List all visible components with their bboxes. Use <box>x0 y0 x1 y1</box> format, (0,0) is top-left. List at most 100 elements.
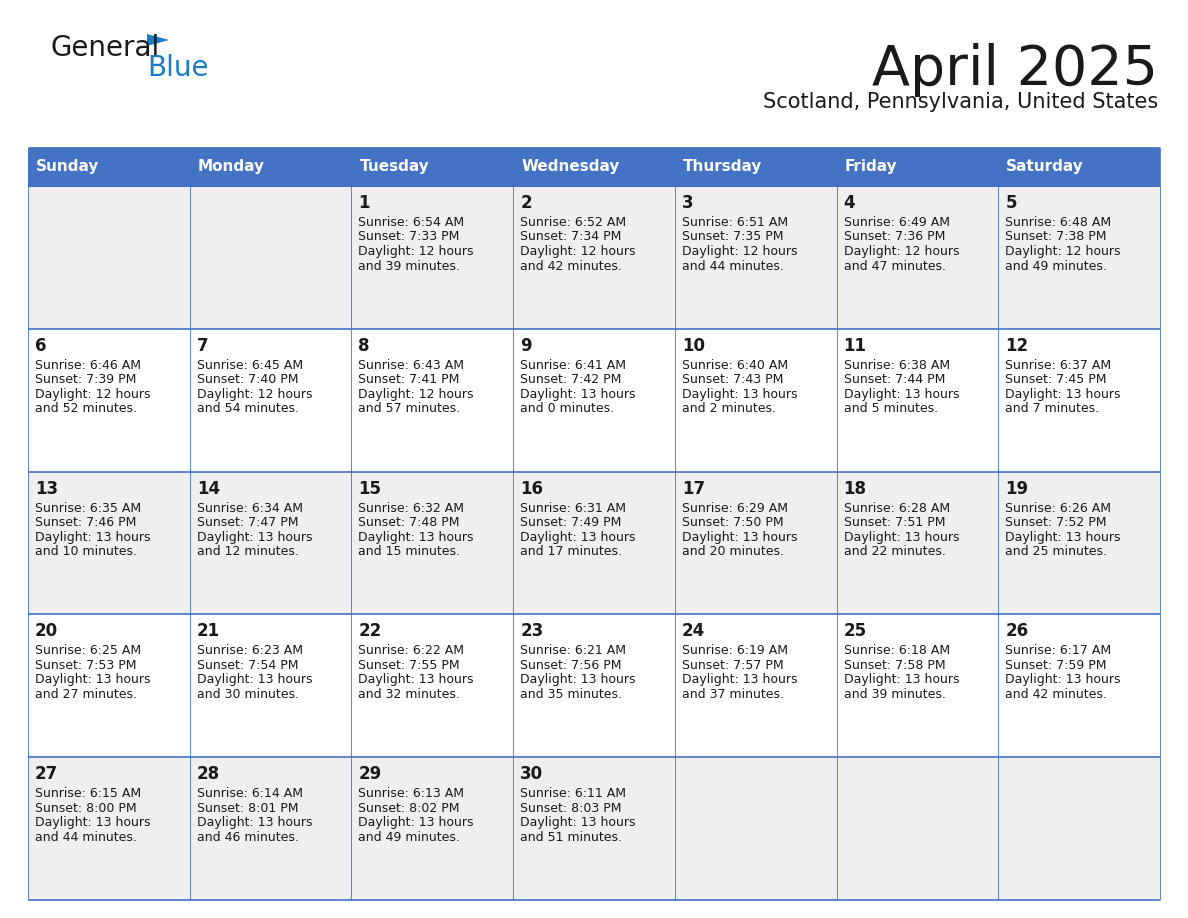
Text: 13: 13 <box>34 479 58 498</box>
Text: Sunrise: 6:51 AM: Sunrise: 6:51 AM <box>682 216 788 229</box>
Text: 6: 6 <box>34 337 46 354</box>
Text: and 52 minutes.: and 52 minutes. <box>34 402 137 415</box>
Bar <box>29 614 1159 757</box>
Text: and 12 minutes.: and 12 minutes. <box>197 545 298 558</box>
Text: Sunset: 7:40 PM: Sunset: 7:40 PM <box>197 374 298 386</box>
Text: 10: 10 <box>682 337 704 354</box>
Text: Sunset: 7:44 PM: Sunset: 7:44 PM <box>843 374 944 386</box>
Text: Sunset: 7:57 PM: Sunset: 7:57 PM <box>682 659 783 672</box>
Text: Sunrise: 6:11 AM: Sunrise: 6:11 AM <box>520 788 626 800</box>
Text: 1: 1 <box>359 194 369 212</box>
Text: 27: 27 <box>34 766 58 783</box>
Text: Daylight: 13 hours: Daylight: 13 hours <box>520 531 636 543</box>
Text: Sunrise: 6:17 AM: Sunrise: 6:17 AM <box>1005 644 1112 657</box>
Text: Sunday: Sunday <box>36 160 100 174</box>
Text: Daylight: 13 hours: Daylight: 13 hours <box>34 816 151 829</box>
Text: Sunrise: 6:23 AM: Sunrise: 6:23 AM <box>197 644 303 657</box>
Text: Daylight: 12 hours: Daylight: 12 hours <box>359 387 474 401</box>
Text: Daylight: 13 hours: Daylight: 13 hours <box>520 387 636 401</box>
Text: Sunset: 7:46 PM: Sunset: 7:46 PM <box>34 516 137 529</box>
Text: Sunset: 7:48 PM: Sunset: 7:48 PM <box>359 516 460 529</box>
Text: Sunrise: 6:43 AM: Sunrise: 6:43 AM <box>359 359 465 372</box>
Text: 4: 4 <box>843 194 855 212</box>
Text: Daylight: 13 hours: Daylight: 13 hours <box>197 531 312 543</box>
Text: Sunset: 7:45 PM: Sunset: 7:45 PM <box>1005 374 1107 386</box>
Text: 20: 20 <box>34 622 58 641</box>
Text: Daylight: 13 hours: Daylight: 13 hours <box>520 816 636 829</box>
Text: and 37 minutes.: and 37 minutes. <box>682 688 784 701</box>
Text: 5: 5 <box>1005 194 1017 212</box>
Text: Tuesday: Tuesday <box>360 160 429 174</box>
Bar <box>29 148 1159 186</box>
Text: Sunrise: 6:37 AM: Sunrise: 6:37 AM <box>1005 359 1112 372</box>
Text: Sunset: 7:35 PM: Sunset: 7:35 PM <box>682 230 783 243</box>
Bar <box>29 757 1159 900</box>
Text: and 42 minutes.: and 42 minutes. <box>520 260 623 273</box>
Text: Sunrise: 6:40 AM: Sunrise: 6:40 AM <box>682 359 788 372</box>
Text: Monday: Monday <box>197 160 265 174</box>
Polygon shape <box>147 34 169 46</box>
Text: 25: 25 <box>843 622 867 641</box>
Text: Sunset: 8:02 PM: Sunset: 8:02 PM <box>359 801 460 814</box>
Text: 11: 11 <box>843 337 866 354</box>
Text: Sunset: 7:52 PM: Sunset: 7:52 PM <box>1005 516 1107 529</box>
Text: Daylight: 13 hours: Daylight: 13 hours <box>843 387 959 401</box>
Text: Sunset: 7:38 PM: Sunset: 7:38 PM <box>1005 230 1107 243</box>
Text: and 20 minutes.: and 20 minutes. <box>682 545 784 558</box>
Text: 28: 28 <box>197 766 220 783</box>
Text: and 25 minutes.: and 25 minutes. <box>1005 545 1107 558</box>
Text: Daylight: 13 hours: Daylight: 13 hours <box>1005 674 1120 687</box>
Text: Sunset: 7:55 PM: Sunset: 7:55 PM <box>359 659 460 672</box>
Text: Sunrise: 6:35 AM: Sunrise: 6:35 AM <box>34 501 141 515</box>
Text: Sunset: 7:33 PM: Sunset: 7:33 PM <box>359 230 460 243</box>
Text: and 46 minutes.: and 46 minutes. <box>197 831 298 844</box>
Text: and 57 minutes.: and 57 minutes. <box>359 402 461 415</box>
Text: Daylight: 12 hours: Daylight: 12 hours <box>359 245 474 258</box>
Text: Sunrise: 6:41 AM: Sunrise: 6:41 AM <box>520 359 626 372</box>
Text: and 5 minutes.: and 5 minutes. <box>843 402 937 415</box>
Text: April 2025: April 2025 <box>872 43 1158 97</box>
Text: 2: 2 <box>520 194 532 212</box>
Text: and 39 minutes.: and 39 minutes. <box>843 688 946 701</box>
Text: Sunset: 7:59 PM: Sunset: 7:59 PM <box>1005 659 1107 672</box>
Text: Blue: Blue <box>147 54 209 82</box>
Bar <box>29 472 1159 614</box>
Text: Daylight: 13 hours: Daylight: 13 hours <box>197 674 312 687</box>
Text: and 47 minutes.: and 47 minutes. <box>843 260 946 273</box>
Text: Scotland, Pennsylvania, United States: Scotland, Pennsylvania, United States <box>763 92 1158 112</box>
Text: 21: 21 <box>197 622 220 641</box>
Text: Sunrise: 6:21 AM: Sunrise: 6:21 AM <box>520 644 626 657</box>
Text: Daylight: 13 hours: Daylight: 13 hours <box>359 816 474 829</box>
Text: Sunset: 7:34 PM: Sunset: 7:34 PM <box>520 230 621 243</box>
Text: Sunrise: 6:45 AM: Sunrise: 6:45 AM <box>197 359 303 372</box>
Text: and 15 minutes.: and 15 minutes. <box>359 545 461 558</box>
Text: Sunset: 7:53 PM: Sunset: 7:53 PM <box>34 659 137 672</box>
Text: Sunset: 7:51 PM: Sunset: 7:51 PM <box>843 516 946 529</box>
Text: Daylight: 13 hours: Daylight: 13 hours <box>34 674 151 687</box>
Text: Sunrise: 6:31 AM: Sunrise: 6:31 AM <box>520 501 626 515</box>
Text: 8: 8 <box>359 337 369 354</box>
Text: Sunrise: 6:14 AM: Sunrise: 6:14 AM <box>197 788 303 800</box>
Bar <box>29 186 1159 329</box>
Text: Sunrise: 6:46 AM: Sunrise: 6:46 AM <box>34 359 141 372</box>
Text: Sunset: 7:41 PM: Sunset: 7:41 PM <box>359 374 460 386</box>
Text: Sunset: 7:56 PM: Sunset: 7:56 PM <box>520 659 621 672</box>
Text: Sunrise: 6:54 AM: Sunrise: 6:54 AM <box>359 216 465 229</box>
Text: and 17 minutes.: and 17 minutes. <box>520 545 623 558</box>
Text: Sunset: 8:00 PM: Sunset: 8:00 PM <box>34 801 137 814</box>
Text: and 30 minutes.: and 30 minutes. <box>197 688 298 701</box>
Text: Daylight: 13 hours: Daylight: 13 hours <box>520 674 636 687</box>
Text: Sunrise: 6:26 AM: Sunrise: 6:26 AM <box>1005 501 1111 515</box>
Text: Sunset: 7:49 PM: Sunset: 7:49 PM <box>520 516 621 529</box>
Text: Daylight: 13 hours: Daylight: 13 hours <box>1005 387 1120 401</box>
Text: Sunset: 8:01 PM: Sunset: 8:01 PM <box>197 801 298 814</box>
Text: and 51 minutes.: and 51 minutes. <box>520 831 623 844</box>
Text: Daylight: 12 hours: Daylight: 12 hours <box>682 245 797 258</box>
Text: Sunset: 7:58 PM: Sunset: 7:58 PM <box>843 659 946 672</box>
Text: Sunset: 7:43 PM: Sunset: 7:43 PM <box>682 374 783 386</box>
Text: Sunrise: 6:18 AM: Sunrise: 6:18 AM <box>843 644 949 657</box>
Text: Daylight: 12 hours: Daylight: 12 hours <box>843 245 959 258</box>
Text: 15: 15 <box>359 479 381 498</box>
Text: Sunrise: 6:15 AM: Sunrise: 6:15 AM <box>34 788 141 800</box>
Text: Daylight: 13 hours: Daylight: 13 hours <box>843 674 959 687</box>
